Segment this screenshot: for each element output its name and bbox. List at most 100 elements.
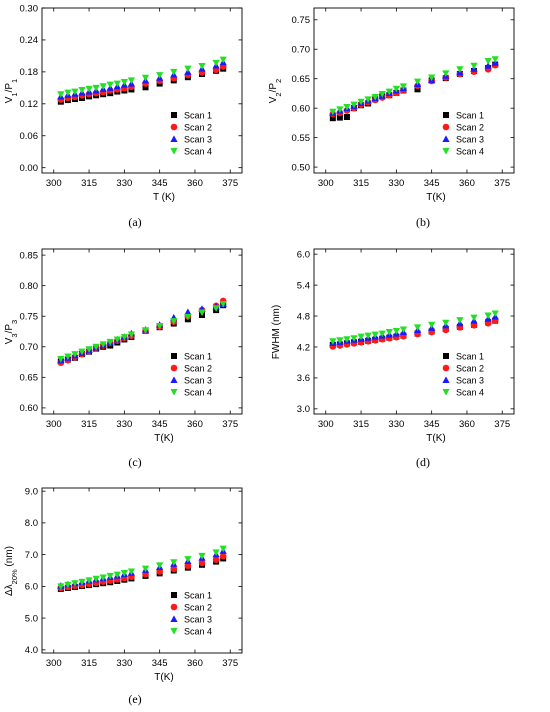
data-point — [343, 104, 351, 111]
data-point — [350, 101, 358, 109]
data-point — [470, 314, 478, 322]
x-tick-label: 345 — [424, 178, 440, 189]
legend-label: Scan 2 — [184, 602, 212, 612]
x-tick-label: 330 — [116, 658, 132, 669]
series-scan-4 — [329, 310, 499, 345]
y-tick-label: 0.60 — [292, 103, 311, 114]
y-tick-label: 4.0 — [25, 645, 38, 656]
y-tick-label: 6.0 — [25, 582, 38, 593]
legend-marker — [170, 135, 178, 142]
data-point — [141, 74, 150, 82]
x-tick-label: 345 — [152, 178, 168, 189]
data-point — [127, 568, 136, 576]
legend-marker — [170, 628, 178, 635]
data-point — [57, 91, 65, 98]
data-point — [92, 84, 100, 92]
y-axis-title-part: 3 — [10, 333, 19, 337]
data-point — [212, 556, 220, 564]
data-point — [78, 348, 86, 356]
x-tick-label: 300 — [46, 658, 62, 669]
data-point — [106, 338, 114, 346]
data-point — [156, 323, 164, 330]
y-tick-label: 0.00 — [20, 163, 39, 174]
data-point — [113, 571, 121, 579]
data-point — [120, 570, 128, 577]
data-point — [329, 338, 337, 345]
legend-marker — [171, 353, 177, 359]
legend-marker — [442, 364, 450, 372]
y-tick-label: 3.0 — [297, 404, 310, 415]
data-point — [357, 333, 365, 341]
x-tick-label: 300 — [46, 178, 62, 189]
data-point — [371, 93, 379, 101]
data-point — [212, 305, 220, 312]
y-axis-title-part: 3 — [10, 320, 19, 324]
data-point — [392, 85, 400, 93]
x-tick-label: 330 — [116, 178, 132, 189]
x-tick-label: 375 — [494, 419, 510, 430]
y-tick-label: 0.75 — [20, 312, 39, 323]
legend-marker — [170, 148, 178, 155]
x-tick-label: 315 — [81, 178, 97, 189]
data-point — [71, 351, 79, 358]
legend-label: Scan 3 — [184, 614, 212, 624]
legend-label: Scan 3 — [184, 375, 212, 385]
legend-marker — [442, 123, 450, 131]
x-tick-label: 375 — [494, 178, 510, 189]
data-point — [413, 78, 422, 86]
legend-marker — [170, 123, 178, 131]
data-point — [484, 58, 492, 65]
y-tick-label: 4.8 — [297, 311, 310, 322]
y-tick-label: 0.80 — [20, 281, 39, 292]
y-tick-label: 8.0 — [25, 518, 38, 529]
x-axis-title: T (K) — [153, 192, 175, 203]
data-point — [184, 308, 192, 315]
x-tick-label: 360 — [459, 419, 475, 430]
data-point — [170, 68, 178, 76]
legend-marker — [443, 353, 449, 359]
data-point — [456, 66, 464, 73]
data-point — [364, 332, 372, 340]
legend-label: Scan 1 — [456, 351, 484, 361]
data-point — [198, 309, 206, 317]
x-tick-label: 300 — [46, 419, 62, 430]
x-axis-title: T(K) — [154, 672, 173, 683]
legend-label: Scan 4 — [184, 626, 212, 636]
data-point — [385, 329, 393, 336]
data-point — [470, 62, 478, 70]
data-point — [428, 74, 436, 82]
data-point — [92, 575, 100, 583]
data-point — [78, 86, 86, 94]
data-point — [491, 310, 499, 318]
legend-marker — [170, 615, 178, 622]
chart-panel-1: 300 315 330 345 360 375 0.00 0.06 0.12 0.18 0.24 0.… — [4, 3, 243, 229]
data-point — [392, 327, 400, 335]
y-tick-label: 6.0 — [297, 249, 310, 260]
data-point — [329, 108, 337, 116]
legend-marker — [442, 148, 450, 155]
legend-label: Scan 1 — [184, 590, 212, 600]
chart-panel-4: 300 315 330 345 360 375 3.0 3.6 4.2 4.8 5.4 6.0 T(K)… — [271, 248, 515, 469]
x-tick-label: 375 — [222, 658, 238, 669]
legend-label: Scan 4 — [456, 146, 484, 156]
series-scan-4 — [57, 301, 227, 363]
x-tick-label: 315 — [81, 658, 97, 669]
chart-panel-3: 300 315 330 345 360 375 0.60 0.65 0.70 0.75 0.80 0.… — [4, 248, 243, 469]
legend-marker — [170, 376, 178, 383]
x-axis-title: T(K) — [426, 192, 445, 203]
plot-frame — [41, 487, 243, 654]
data-point — [399, 326, 408, 334]
data-point — [113, 336, 121, 344]
y-tick-label: 3.6 — [297, 373, 310, 384]
data-point — [127, 331, 136, 339]
legend-label: Scan 2 — [184, 363, 212, 373]
data-point — [456, 317, 464, 324]
panel-label: (c) — [128, 455, 141, 469]
y-axis-title-part: V — [268, 96, 279, 103]
chart-panel-5: 300 315 330 345 360 375 4.0 5.0 6.0 7.0 8.0 9.0 T(K)… — [4, 486, 243, 706]
data-point — [64, 581, 72, 589]
plot-frame — [313, 7, 515, 174]
data-point — [120, 78, 128, 86]
data-point — [378, 330, 386, 338]
x-axis-title: T(K) — [154, 433, 173, 444]
